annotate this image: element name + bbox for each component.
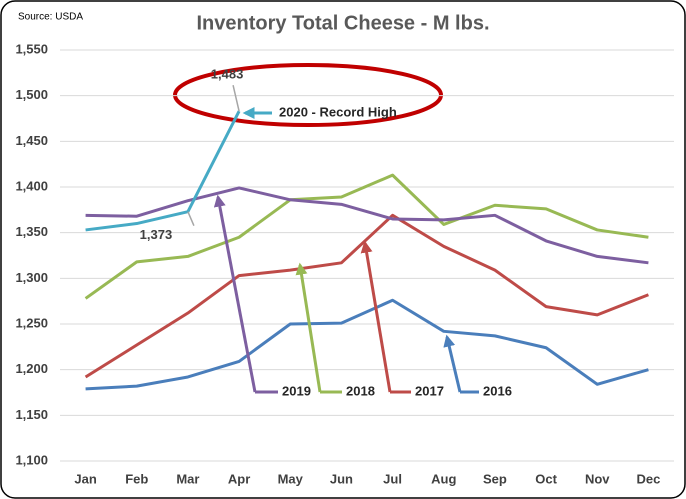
data-label: 1,373: [140, 227, 173, 242]
x-tick-label: Feb: [125, 471, 148, 486]
pointer-arrow: [213, 194, 257, 393]
x-tick-label: Nov: [585, 471, 610, 486]
series-label: 2019: [282, 383, 311, 398]
y-tick-label: 1,300: [15, 270, 48, 285]
series-line: [85, 186, 649, 265]
x-tick-label: Dec: [636, 471, 660, 486]
y-tick-label: 1,100: [15, 452, 48, 467]
pointer-arrow: [295, 262, 322, 393]
y-tick-label: 1,400: [15, 178, 48, 193]
pointer-arrow: [360, 240, 392, 393]
leader-line: [232, 85, 240, 112]
series-line: [85, 110, 241, 232]
series-label: 2016: [483, 383, 512, 398]
pointer-arrow: [443, 334, 462, 393]
y-tick-label: 1,350: [15, 224, 48, 239]
series-label: 2020 - Record High: [279, 104, 397, 119]
x-tick-label: Apr: [228, 471, 250, 486]
series-line: [84, 213, 649, 379]
x-tick-label: May: [278, 471, 304, 486]
source: Source: USDA: [18, 12, 83, 23]
highlight-ellipse: [173, 63, 443, 127]
y-tick-label: 1,200: [15, 361, 48, 376]
x-tick-label: Sep: [483, 471, 507, 486]
y-tick-label: 1,500: [15, 87, 48, 102]
x-tick-label: Mar: [176, 471, 199, 486]
x-tick-label: Jul: [383, 471, 402, 486]
y-tick-label: 1,450: [15, 133, 48, 148]
series-label: 2017: [415, 383, 444, 398]
x-tick-label: Aug: [431, 471, 456, 486]
y-tick-label: 1,150: [15, 407, 48, 422]
data-label: 1,483: [211, 67, 244, 82]
x-tick-label: Jun: [330, 471, 353, 486]
series-line: [84, 173, 649, 300]
x-tick-label: Oct: [535, 471, 557, 486]
leader-line: [187, 211, 195, 226]
y-tick-label: 1,550: [15, 41, 48, 56]
x-tick-label: Jan: [74, 471, 96, 486]
chart-title: Inventory Total Cheese - M lbs.: [196, 12, 489, 34]
series-label: 2018: [346, 383, 375, 398]
series-line: [85, 298, 649, 391]
y-tick-label: 1,250: [15, 315, 48, 330]
